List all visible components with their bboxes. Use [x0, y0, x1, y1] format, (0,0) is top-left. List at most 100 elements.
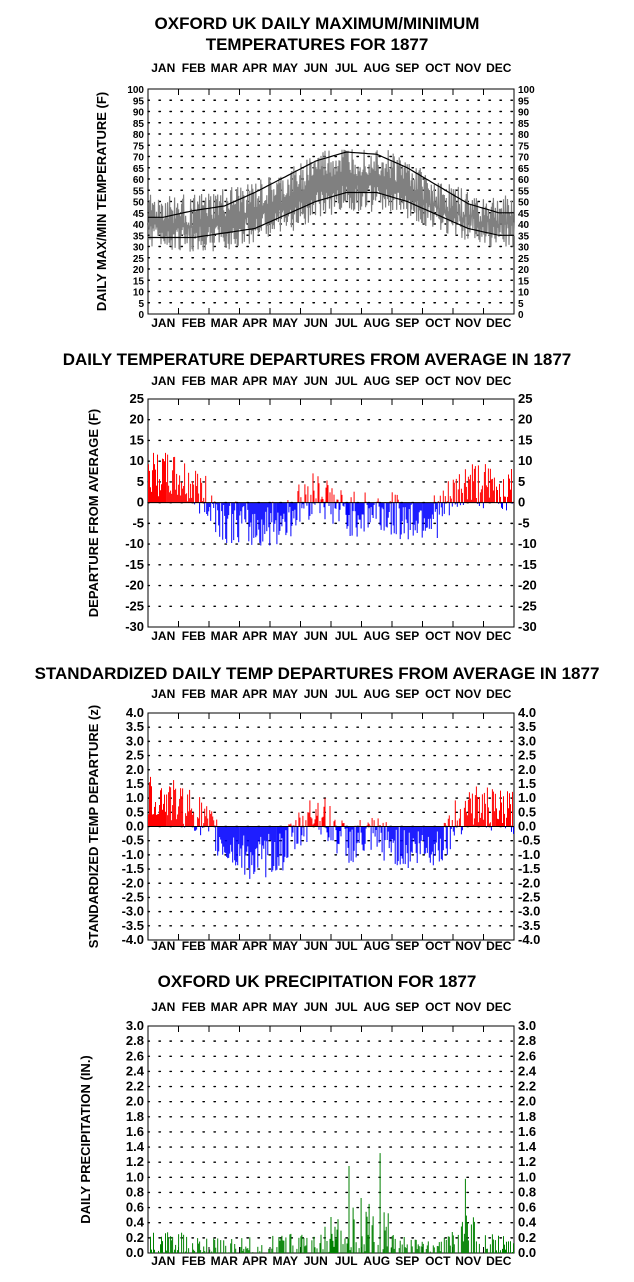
y-tick-label-right: -3.5 — [518, 918, 540, 933]
x-tick-label-top: JUN — [304, 61, 328, 75]
y-tick-label-right: 65 — [518, 164, 530, 175]
x-tick-label-bottom: JAN — [151, 629, 175, 643]
x-tick-label-bottom: AUG — [363, 316, 390, 330]
y-tick-label-left: 85 — [133, 119, 145, 130]
x-tick-label-top: JUL — [335, 61, 358, 75]
x-tick-label-bottom: DEC — [486, 316, 512, 330]
y-tick-label-right: 0.8 — [518, 1184, 536, 1199]
x-tick-label-top: FEB — [182, 374, 206, 388]
y-tick-label-right: -30 — [518, 619, 537, 634]
y-tick-label-right: 1.4 — [518, 1139, 537, 1154]
y-tick-label-right: 2.4 — [518, 1063, 537, 1078]
x-tick-label-bottom: MAR — [211, 1254, 239, 1268]
x-tick-label-bottom: FEB — [182, 629, 206, 643]
x-tick-label-bottom: MAR — [211, 939, 239, 953]
chart3-title: STANDARDIZED DAILY TEMP DEPARTURES FROM … — [34, 664, 600, 683]
y-tick-label-left: -2.0 — [122, 875, 144, 890]
y-tick-label-left: 1.6 — [126, 1124, 144, 1139]
y-tick-label-left: 1.0 — [126, 1169, 144, 1184]
y-tick-label-right: 35 — [518, 231, 530, 242]
y-tick-label-right: 0 — [518, 310, 524, 321]
x-tick-label-top: NOV — [455, 687, 481, 701]
x-tick-label-bottom: APR — [242, 316, 268, 330]
x-tick-label-top: FEB — [182, 1000, 206, 1014]
x-tick-label-top: JUN — [304, 1000, 328, 1014]
x-tick-label-top: APR — [242, 1000, 268, 1014]
y-tick-label-right: 10 — [518, 453, 532, 468]
x-tick-label-top: AUG — [363, 1000, 390, 1014]
y-tick-label-right: -1.5 — [518, 861, 540, 876]
chart-2: -30 -30 -25 -25 -20 -20 -15 -15 -10 -10 -5 -5 0 0 5 5 10… — [86, 374, 537, 643]
x-tick-label-top: JUL — [335, 1000, 358, 1014]
y-tick-label-right: 3.0 — [518, 1018, 536, 1033]
y-tick-label-right: 1.2 — [518, 1154, 536, 1169]
y-tick-label-left: 1.2 — [126, 1154, 144, 1169]
chart1-title-line1: OXFORD UK DAILY MAXIMUM/MINIMUM — [154, 14, 480, 33]
y-tick-label-left: -25 — [125, 598, 144, 613]
x-tick-label-top: JAN — [151, 374, 175, 388]
y-tick-label-right: 0.0 — [518, 1245, 536, 1260]
y-tick-label-left: 40 — [133, 220, 145, 231]
x-tick-label-top: APR — [242, 61, 268, 75]
y-tick-label-right: 1.0 — [518, 790, 536, 805]
x-tick-label-bottom: NOV — [455, 629, 481, 643]
x-tick-label-bottom: DEC — [486, 1254, 512, 1268]
y-tick-label-right: 85 — [518, 119, 530, 130]
x-tick-label-top: SEP — [395, 61, 419, 75]
chart1-title-line2: TEMPERATURES FOR 1877 — [205, 35, 429, 54]
y-tick-label-left: 1.5 — [126, 776, 144, 791]
x-tick-label-bottom: JUL — [335, 939, 358, 953]
y-tick-label-left: -10 — [125, 536, 144, 551]
x-tick-label-top: NOV — [455, 374, 481, 388]
x-tick-label-top: OCT — [425, 61, 451, 75]
y-tick-label-right: 50 — [518, 198, 530, 209]
x-tick-label-bottom: MAY — [272, 1254, 298, 1268]
x-tick-label-bottom: SEP — [395, 939, 419, 953]
y-tick-label-left: 3.5 — [126, 719, 144, 734]
x-tick-label-bottom: FEB — [182, 939, 206, 953]
y-tick-label-left: 55 — [133, 186, 145, 197]
y-tick-label-right: 0.2 — [518, 1230, 536, 1245]
x-tick-label-bottom: NOV — [455, 939, 481, 953]
y-tick-label-left: 35 — [133, 231, 145, 242]
x-tick-label-top: MAR — [211, 61, 239, 75]
y-tick-label-right: 2.0 — [518, 762, 536, 777]
x-tick-label-top: MAR — [211, 687, 239, 701]
y-tick-label-left: 75 — [133, 141, 145, 152]
y-tick-label-left: 100 — [127, 85, 144, 96]
y-tick-label-right: -3.0 — [518, 904, 540, 919]
y-axis-label: DAILY MAX/MIN TEMPERATURE (F) — [94, 92, 109, 311]
x-tick-label-top: NOV — [455, 61, 481, 75]
x-tick-label-top: AUG — [363, 61, 390, 75]
y-tick-label-left: 3.0 — [126, 733, 144, 748]
y-tick-label-right: 2.2 — [518, 1079, 536, 1094]
y-tick-label-right: 0.4 — [518, 1215, 537, 1230]
x-tick-label-top: MAY — [272, 61, 298, 75]
chart4-title: OXFORD UK PRECIPITATION FOR 1877 — [157, 972, 477, 991]
y-tick-label-right: 95 — [518, 96, 530, 107]
y-tick-label-right: 75 — [518, 141, 530, 152]
y-tick-label-left: -1.5 — [122, 861, 144, 876]
y-tick-label-left: -2.5 — [122, 889, 144, 904]
x-tick-label-bottom: APR — [242, 629, 268, 643]
y-tick-label-left: 95 — [133, 96, 145, 107]
y-tick-label-left: 10 — [130, 453, 144, 468]
x-tick-label-top: JAN — [151, 1000, 175, 1014]
y-tick-label-right: -1.0 — [518, 847, 540, 862]
y-axis-label: STANDARDIZED TEMP DEPARTURE (z) — [86, 705, 101, 948]
y-tick-label-left: 30 — [133, 243, 145, 254]
x-tick-label-bottom: AUG — [363, 1254, 390, 1268]
y-tick-label-right: 30 — [518, 243, 530, 254]
x-tick-label-top: DEC — [486, 687, 512, 701]
y-tick-label-left: 0.2 — [126, 1230, 144, 1245]
y-tick-label-right: 10 — [518, 288, 530, 299]
y-tick-label-right: 1.8 — [518, 1109, 536, 1124]
y-tick-label-left: 0.8 — [126, 1184, 144, 1199]
chart2-title: DAILY TEMPERATURE DEPARTURES FROM AVERAG… — [62, 350, 572, 369]
y-tick-label-right: -0.5 — [518, 833, 540, 848]
x-tick-label-bottom: MAY — [272, 316, 298, 330]
y-tick-label-left: 15 — [133, 276, 145, 287]
y-tick-label-left: 45 — [133, 209, 145, 220]
x-tick-label-bottom: AUG — [363, 939, 390, 953]
